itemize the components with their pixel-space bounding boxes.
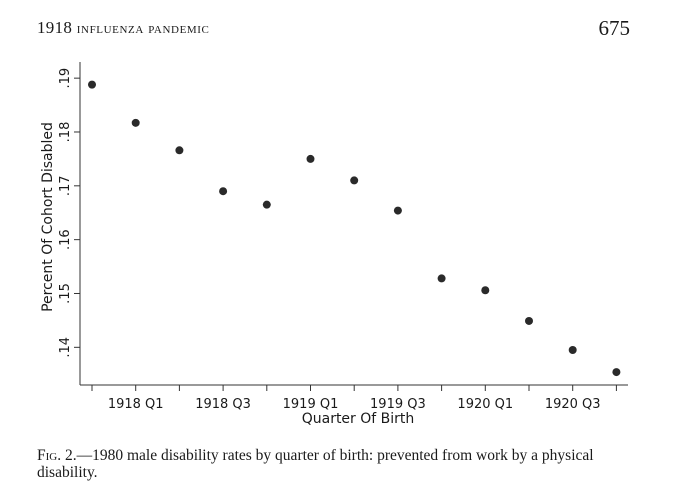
data-point [481, 286, 490, 295]
x-tick-label: 1919 Q3 [370, 397, 426, 412]
data-point [306, 154, 315, 163]
x-tick-label: 1918 Q3 [195, 397, 251, 412]
page-number: 675 [598, 16, 631, 40]
data-point [88, 80, 96, 89]
running-head-year: 1918 [37, 18, 73, 37]
y-tick-label: .14 [58, 337, 73, 358]
x-tick-label: 1918 Q1 [108, 397, 164, 412]
x-tick-label: 1920 Q1 [457, 397, 513, 412]
y-tick-label: .16 [58, 229, 73, 250]
data-point [393, 206, 402, 215]
data-point [131, 118, 140, 127]
running-head: 1918 INFLUENZA PANDEMIC [37, 18, 209, 38]
y-tick-label: .19 [58, 68, 73, 89]
x-tick-label: 1919 Q1 [283, 397, 339, 412]
data-point [525, 316, 533, 325]
data-point [219, 187, 228, 196]
figure-caption-text: —1980 male disability rates by quarter o… [37, 447, 594, 481]
chart-axes [79, 62, 628, 386]
data-point [262, 200, 271, 209]
running-head-title: INFLUENZA PANDEMIC [76, 21, 210, 37]
chart-points [88, 80, 621, 377]
figure-caption: Fig. 2.—1980 male disability rates by qu… [37, 447, 649, 481]
data-point [612, 368, 621, 377]
chart-ticks: .14 .15 .16 .17 .18 .19 1918 Q1 1918 Q3 1919 Q1 1… [58, 68, 617, 412]
y-tick-label: .17 [58, 175, 73, 196]
data-point [175, 146, 184, 155]
scatter-chart: .14 .15 .16 .17 .18 .19 1918 Q1 1918 Q3 1919 Q1 1… [40, 62, 628, 427]
y-tick-label: .15 [58, 283, 73, 304]
data-point [437, 274, 446, 283]
x-axis-label: Quarter Of Birth [302, 411, 415, 427]
figure-caption-label: Fig. 2. [37, 447, 77, 464]
y-tick-label: .18 [58, 122, 73, 143]
data-point [350, 176, 359, 185]
y-axis-label: Percent Of Cohort Disabled [40, 122, 56, 312]
x-tick-label: 1920 Q3 [545, 397, 601, 412]
data-point [568, 346, 577, 355]
